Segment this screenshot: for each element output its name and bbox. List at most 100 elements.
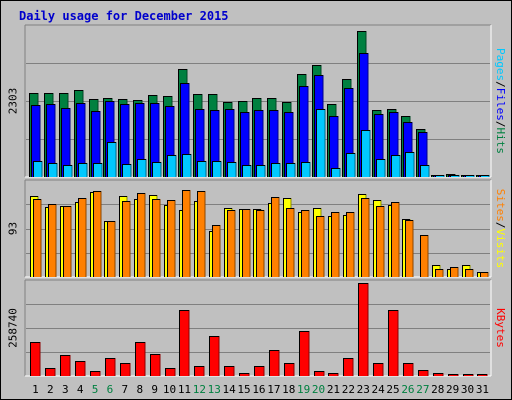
- bar-sites-4: [78, 198, 87, 277]
- bar-kbytes-10: [165, 368, 176, 376]
- bar-kbytes-13: [209, 336, 220, 376]
- bar-pages-18: [286, 163, 296, 177]
- bar-kbytes-3: [60, 355, 71, 376]
- bar-fill: [195, 109, 204, 177]
- bar-sites-26: [405, 220, 414, 277]
- bar-pages-22: [346, 153, 356, 177]
- day-label-16: 16: [252, 383, 265, 396]
- panel-visits: 93 Sites/Visits: [7, 179, 508, 278]
- bar-files-12: [195, 109, 205, 177]
- legend-pages: Pages: [495, 48, 508, 81]
- bar-fill: [465, 269, 473, 277]
- bar-fill: [403, 363, 413, 376]
- bar-fill: [90, 371, 100, 376]
- bar-kbytes-27: [418, 370, 429, 376]
- bar-fill: [316, 216, 324, 277]
- day-label-8: 8: [136, 383, 143, 396]
- bar-fill: [271, 197, 279, 277]
- bar-kbytes-12: [194, 366, 205, 376]
- bar-sites-23: [361, 198, 370, 277]
- legend-separator: /: [495, 121, 508, 128]
- bar-fill: [254, 366, 264, 376]
- bar-kbytes-31: [477, 374, 488, 376]
- bar-kbytes-23: [358, 283, 369, 376]
- bar-kbytes-17: [269, 350, 280, 376]
- bar-sites-7: [122, 201, 131, 277]
- bar-sites-21: [331, 212, 340, 277]
- series-kbytes: [30, 283, 488, 376]
- bar-pages-29: [450, 175, 460, 177]
- day-label-26: 26: [401, 383, 414, 396]
- bar-fill: [359, 53, 368, 177]
- bar-sites-3: [63, 206, 72, 277]
- bar-sites-19: [301, 210, 310, 277]
- bar-fill: [165, 368, 175, 376]
- bar-fill: [286, 208, 294, 277]
- bar-fill: [182, 154, 191, 177]
- bar-pages-8: [137, 159, 147, 177]
- bar-fill: [194, 366, 204, 376]
- bar-fill: [405, 220, 413, 277]
- bar-sites-10: [167, 200, 176, 277]
- bar-fill: [269, 350, 279, 376]
- bar-fill: [197, 161, 206, 177]
- bar-fill: [78, 198, 86, 277]
- bar-fill: [391, 155, 400, 177]
- day-label-10: 10: [163, 383, 176, 396]
- bar-fill: [105, 101, 114, 177]
- bar-kbytes-7: [120, 363, 131, 376]
- day-label-13: 13: [208, 383, 221, 396]
- bar-fill: [78, 163, 87, 177]
- chart-panels: 2303Pages/Files/Hits93Sites/Visits258740…: [7, 24, 508, 377]
- bar-fill: [314, 371, 324, 376]
- bar-pages-10: [167, 155, 177, 177]
- bar-files-21: [329, 116, 339, 177]
- bar-fill: [137, 159, 146, 177]
- bar-kbytes-29: [448, 374, 459, 376]
- bar-fill: [152, 199, 160, 277]
- bar-fill: [418, 132, 427, 177]
- bar-fill: [301, 162, 310, 177]
- bar-fill: [242, 209, 250, 277]
- bar-kbytes-28: [433, 373, 444, 376]
- day-label-7: 7: [122, 383, 129, 396]
- bar-fill: [225, 109, 234, 177]
- bar-fill: [331, 212, 339, 277]
- bar-pages-14: [227, 162, 237, 177]
- bar-fill: [299, 86, 308, 177]
- bar-pages-9: [152, 162, 162, 177]
- bar-sites-29: [450, 267, 459, 277]
- bar-fill: [48, 163, 57, 177]
- bar-fill: [480, 272, 488, 277]
- bar-fill: [212, 225, 220, 277]
- bar-pages-27: [420, 165, 430, 177]
- day-labels: 1 2 3 4 5 6 7 8 9 10 11 12 13 14 15 16 17 18 19 20 21 22 23 24 2…: [32, 383, 489, 396]
- legend-separator: /: [495, 81, 508, 88]
- bar-fill: [167, 155, 176, 177]
- bar-pages-11: [182, 154, 192, 177]
- bar-sites-14: [227, 210, 236, 277]
- bar-fill: [93, 191, 101, 277]
- bar-fill: [450, 267, 458, 277]
- bar-pages-17: [271, 163, 281, 177]
- bar-sites-8: [137, 193, 146, 277]
- bar-sites-12: [197, 191, 206, 277]
- bar-fill: [180, 83, 189, 177]
- bar-kbytes-19: [299, 331, 310, 376]
- bar-fill: [373, 363, 383, 376]
- bar-fill: [179, 310, 189, 376]
- bar-kbytes-24: [373, 363, 384, 376]
- panel-kbytes: 258740 KBytes: [7, 279, 508, 377]
- bar-fill: [105, 358, 115, 376]
- bar-fill: [343, 358, 353, 376]
- bar-pages-20: [316, 109, 326, 177]
- bar-fill: [269, 110, 278, 177]
- day-label-30: 30: [461, 383, 474, 396]
- bar-kbytes-15: [239, 373, 250, 376]
- bar-sites-13: [212, 225, 221, 277]
- bar-pages-13: [212, 161, 222, 177]
- bar-fill: [63, 165, 72, 177]
- series-pages: [33, 109, 490, 177]
- bar-sites-2: [48, 204, 57, 277]
- bar-pages-5: [93, 163, 103, 177]
